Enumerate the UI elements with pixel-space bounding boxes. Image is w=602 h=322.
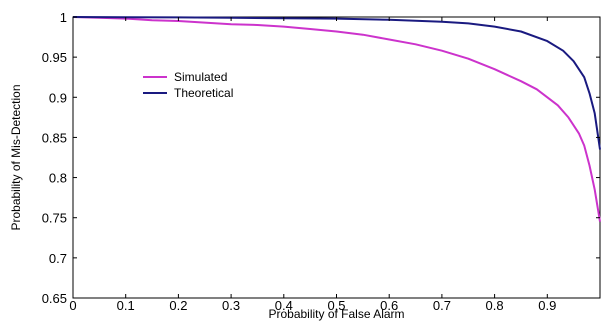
- series-line-simulated: [72, 16, 601, 222]
- x-axis-label: Probability of False Alarm: [268, 307, 404, 321]
- x-tick-label: 0.2: [169, 298, 187, 313]
- x-tick-label: 0: [69, 298, 76, 313]
- legend-box: [135, 70, 287, 102]
- x-tick-label: 0.1: [117, 298, 135, 313]
- x-tick-label: 0.6: [380, 298, 398, 313]
- y-axis: 0.65 0.7 0.75 0.8 0.85 0.9 0.95 1: [42, 10, 600, 306]
- y-axis-label: Probability of Mis-Detection: [9, 84, 23, 230]
- x-tick-label: 0.5: [327, 298, 345, 313]
- x-tick-label: 0.9: [538, 298, 556, 313]
- y-tick-label: 0.95: [42, 50, 67, 65]
- y-tick-label: 0.75: [42, 211, 67, 226]
- y-tick-label: 0.8: [49, 171, 67, 186]
- legend-label-theoretical: Theoretical: [174, 86, 233, 100]
- y-tick-label: 0.65: [42, 291, 67, 306]
- y-tick-label: 0.9: [49, 90, 67, 105]
- x-tick-label: 0.7: [433, 298, 451, 313]
- series-line-theoretical: [72, 16, 601, 150]
- y-tick-label: 0.85: [42, 130, 67, 145]
- x-tick-label: 0.8: [486, 298, 504, 313]
- y-tick-label: 1: [60, 10, 67, 25]
- x-axis: 0 0.1 0.2 0.3 0.4 0.5 0.6 0.7 0.8 0.9: [69, 17, 556, 313]
- legend: Simulated Theoretical: [135, 70, 287, 102]
- legend-label-simulated: Simulated: [174, 70, 227, 84]
- y-tick-label: 0.7: [49, 251, 67, 266]
- x-tick-label: 0.4: [275, 298, 293, 313]
- x-tick-label: 0.3: [222, 298, 240, 313]
